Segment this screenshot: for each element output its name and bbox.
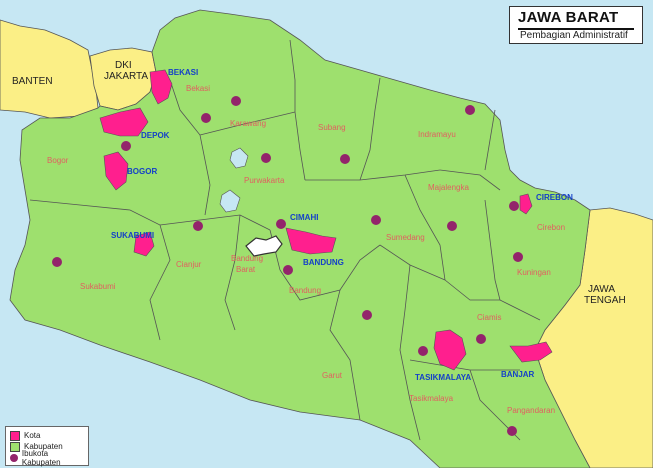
district-borders	[29, 39, 541, 441]
ibukota-bandung	[283, 265, 293, 275]
ibukota-purwakarta	[261, 153, 271, 163]
label-kab-karawang: Karawang	[230, 119, 266, 128]
ibukota-pangandaran	[507, 426, 517, 436]
kota-bandung-region	[285, 227, 337, 255]
legend-label-ibukota: Ibukota Kabupaten	[21, 448, 61, 467]
label-kab-sukabumi: Sukabumi	[80, 282, 116, 291]
reservoir-cirata	[219, 189, 241, 213]
legend-swatch-kabupaten	[10, 441, 20, 452]
legend-label-kota: Kota	[24, 431, 41, 440]
kota-depok-region	[99, 107, 149, 137]
label-kota-bandung: BANDUNG	[303, 258, 344, 267]
ibukota-cirebon	[509, 201, 519, 211]
ibukota-indramayu	[465, 105, 475, 115]
ibukota-sumedang	[371, 215, 381, 225]
legend-row-kota: Kota	[10, 430, 40, 441]
label-jateng-2: TENGAH	[584, 295, 626, 306]
legend-swatch-ibukota	[10, 453, 18, 462]
label-kab-garut: Garut	[322, 371, 343, 380]
legend-row-kabupaten: Kabupaten	[10, 441, 63, 452]
label-kab-majalengka: Majalengka	[428, 183, 469, 192]
kota-cirebon-region	[519, 193, 533, 215]
kota-bogor-region	[103, 151, 129, 191]
label-kab-bekasi: Bekasi	[186, 84, 210, 93]
label-kab-purwakarta: Purwakarta	[244, 176, 285, 185]
reservoir-saguling	[245, 235, 283, 257]
label-kota-sukabumi: SUKABUMI	[111, 231, 154, 240]
label-kota-cirebon: CIREBON	[536, 193, 573, 202]
label-kab-cianjur: Cianjur	[176, 260, 202, 269]
map-title-box: JAWA BARAT Pembagian Administratif	[509, 6, 643, 44]
ibukota-bogor	[121, 141, 131, 151]
title-rule	[518, 28, 634, 30]
legend: Kota Kabupaten Ibukota Kabupaten	[5, 426, 89, 467]
label-kota-banjar: BANJAR	[501, 370, 535, 379]
kota-tasikmalaya-region	[433, 329, 467, 371]
ibukota-bandung-barat	[276, 219, 286, 229]
label-kota-tasikmalaya: TASIKMALAYA	[415, 373, 471, 382]
label-kab-tasikmalaya: Tasikmalaya	[409, 394, 454, 403]
label-kab-pangandaran: Pangandaran	[507, 406, 555, 415]
ibukota-sukabumi	[52, 257, 62, 267]
ibukota-kuningan	[513, 252, 523, 262]
label-kab-bandung: Bandung	[289, 286, 321, 295]
kota-sukabumi-region	[133, 231, 155, 257]
ibukota-cianjur	[193, 221, 203, 231]
legend-row-ibukota: Ibukota Kabupaten	[10, 449, 88, 467]
label-kab-sumedang: Sumedang	[386, 233, 425, 242]
label-dki-1: DKI	[115, 60, 132, 71]
label-kab-indramayu: Indramayu	[418, 130, 456, 139]
map-title: JAWA BARAT	[518, 9, 619, 26]
label-dki-2: JAKARTA	[104, 71, 148, 82]
label-kab-bogor: Bogor	[47, 156, 69, 165]
reservoir-jatiluhur	[229, 147, 249, 169]
ibukota-majalengka	[447, 221, 457, 231]
legend-swatch-kota	[10, 430, 20, 441]
label-kab-cirebon: Cirebon	[537, 223, 565, 232]
label-kab-kuningan: Kuningan	[517, 268, 551, 277]
ibukota-bekasi	[231, 96, 241, 106]
label-jateng-1: JAWA	[588, 284, 615, 295]
label-kota-depok: DEPOK	[141, 131, 170, 140]
label-kab-ciamis: Ciamis	[477, 313, 501, 322]
label-kota-cimahi: CIMAHI	[290, 213, 318, 222]
label-kab-bandung-barat-2: Barat	[236, 265, 256, 274]
ibukota-tasikmalaya	[418, 346, 428, 356]
ibukota-karawang	[201, 113, 211, 123]
ibukota-garut	[362, 310, 372, 320]
kota-banjar-region	[509, 341, 553, 363]
label-kota-bekasi: BEKASI	[168, 68, 198, 77]
label-kab-subang: Subang	[318, 123, 346, 132]
kota-bekasi-region	[149, 69, 173, 105]
map-subtitle: Pembagian Administratif	[520, 30, 628, 41]
kota-regions	[99, 69, 553, 371]
legend-label-kabupaten: Kabupaten	[24, 442, 63, 451]
label-banten: BANTEN	[12, 76, 53, 87]
ibukota-dots	[52, 96, 523, 436]
label-kota-bogor: BOGOR	[127, 167, 157, 176]
ibukota-subang	[340, 154, 350, 164]
label-kab-bandung-barat-1: Bandung	[231, 254, 263, 263]
ibukota-ciamis	[476, 334, 486, 344]
